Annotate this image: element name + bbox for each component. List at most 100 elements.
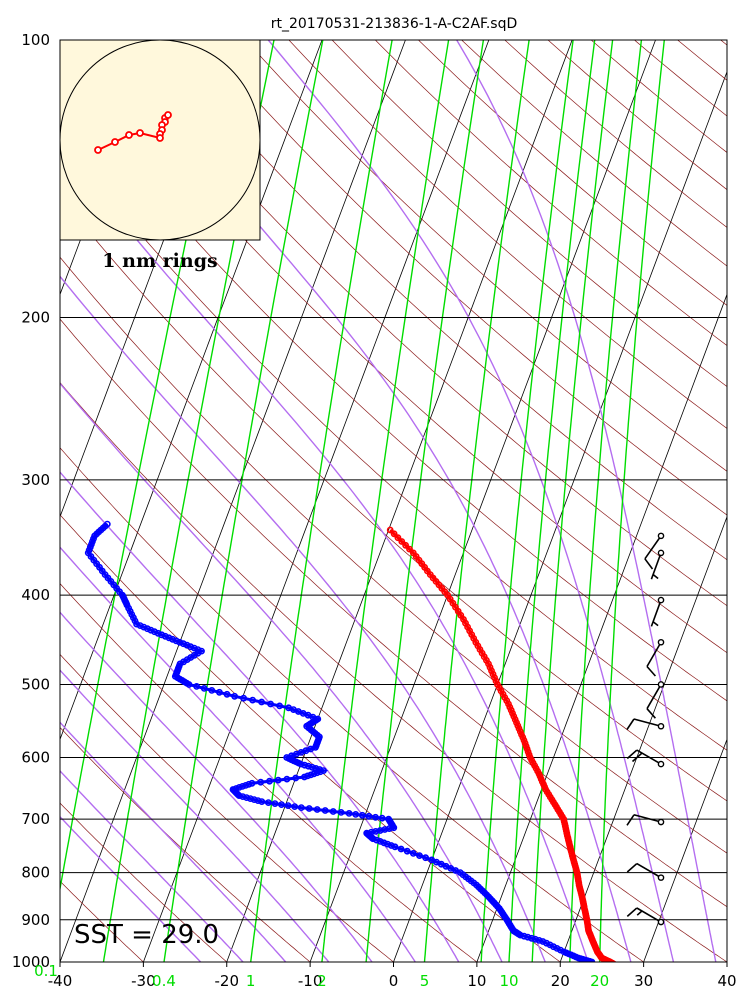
- dewpoint-point: [320, 767, 327, 774]
- dewpoint-point: [372, 813, 379, 821]
- moist-adiabat: [60, 769, 244, 962]
- moist-adiabat: [60, 815, 202, 962]
- dewpoint-point: [539, 938, 547, 945]
- dewpoint-point: [249, 696, 256, 704]
- wind-barb: [626, 814, 665, 826]
- moist-adiabat: [60, 546, 417, 962]
- hodograph-point: [136, 129, 144, 137]
- dry-adiabat: [72, 40, 727, 654]
- dewpoint-point: [310, 770, 318, 778]
- isotherm: [309, 40, 656, 962]
- dewpoint-point: [194, 646, 202, 653]
- dewpoint-point: [208, 687, 216, 694]
- mixing-ratio-line: [365, 40, 485, 962]
- wind-barb-staff: [636, 862, 662, 879]
- dry-adiabat: [60, 196, 727, 802]
- dewpoint-point: [264, 799, 272, 806]
- dewpoint-point: [535, 937, 543, 944]
- dewpoint-point: [231, 692, 238, 700]
- isotherm: [643, 738, 727, 962]
- moist-adiabat: [60, 611, 373, 962]
- dry-adiabat: [60, 137, 727, 751]
- isotherm: [393, 70, 727, 962]
- dewpoint-point: [591, 961, 593, 962]
- mixing-ratio-label: 10: [499, 972, 518, 990]
- wind-barb-station: [657, 549, 665, 557]
- dewpoint-point: [240, 694, 247, 702]
- isotherm: [60, 40, 406, 962]
- y-tick-label: 100: [21, 31, 50, 49]
- dewpoint-point: [169, 635, 176, 643]
- dry-adiabat: [288, 40, 727, 429]
- mixing-ratio-line: [163, 40, 324, 962]
- mixing-ratio-label: 5: [420, 972, 430, 990]
- mixing-ratio-line: [60, 40, 229, 893]
- isotherm: [226, 40, 573, 962]
- moist-adiabat: [104, 40, 632, 962]
- x-tick-label: -10: [298, 972, 323, 990]
- dry-adiabat: [677, 40, 727, 81]
- x-tick-label: 30: [634, 972, 653, 990]
- dewpoint-point: [352, 811, 360, 818]
- wind-barb-station: [657, 818, 665, 826]
- dewpoint-point: [190, 644, 198, 652]
- isotherm: [60, 40, 323, 741]
- x-tick-label: 0: [389, 972, 399, 990]
- dewpoint-point: [384, 840, 391, 848]
- moist-adiabat: [60, 669, 330, 962]
- dewpoint-point: [391, 843, 399, 851]
- dewpoint-point: [246, 795, 254, 802]
- wind-barb-half-flag: [652, 621, 659, 627]
- isotherm: [726, 960, 727, 962]
- dewpoint-point: [283, 775, 291, 783]
- wind-barb-flag: [646, 708, 656, 719]
- dewpoint-point: [248, 779, 256, 787]
- dewpoint-point: [304, 762, 312, 770]
- hodograph-ring: [59, 39, 261, 241]
- wind-barb-flag: [646, 665, 656, 677]
- dewpoint-point: [267, 700, 274, 708]
- x-tick-label: 10: [467, 972, 486, 990]
- dewpoint-point: [524, 933, 532, 941]
- dewpoint-point: [378, 814, 386, 822]
- mixing-ratio-label: 0.1: [34, 962, 58, 980]
- dry-adiabat: [245, 40, 727, 472]
- wind-barb-half-flag: [652, 573, 659, 580]
- wind-barb-station: [657, 596, 665, 604]
- dewpoint-point: [257, 778, 265, 786]
- dewpoint-point: [103, 520, 111, 528]
- dewpoint-point: [284, 802, 292, 809]
- temperature-point: [492, 677, 500, 685]
- hodograph-point: [125, 131, 133, 139]
- dewpoint-point: [291, 803, 299, 810]
- dewpoint-point: [358, 811, 366, 819]
- dewpoint-point: [136, 622, 144, 629]
- wind-barb: [626, 718, 665, 730]
- dewpoint-point: [198, 647, 205, 655]
- dry-adiabat: [60, 79, 727, 702]
- temperature-point: [398, 538, 406, 545]
- dewpoint-point: [242, 782, 250, 789]
- dewpoint-point: [416, 852, 423, 859]
- mixing-ratio-label: 20: [590, 972, 609, 990]
- dewpoint-point: [301, 761, 309, 769]
- mixing-ratio-label: 0.4: [152, 972, 176, 990]
- dewpoint-point: [258, 798, 266, 805]
- dewpoint-point: [380, 839, 388, 847]
- wind-barb-flag: [626, 814, 635, 826]
- dewpoint-point: [308, 763, 316, 771]
- dewpoint-point: [316, 766, 324, 773]
- mixing-ratio-line: [531, 40, 614, 962]
- dry-adiabat: [60, 514, 561, 962]
- sst-annotation: SST = 29.0: [74, 920, 219, 950]
- dewpoint-point: [376, 838, 384, 845]
- chart-title: rt_20170531-213836-1-A-C2AF.sqD: [271, 16, 518, 32]
- dewpoint-point: [305, 805, 313, 812]
- hodograph-label: 1 nm rings: [102, 250, 217, 272]
- temperature-point: [390, 530, 398, 538]
- y-tick-label: 700: [21, 810, 50, 828]
- dewpoint-point: [313, 806, 321, 813]
- temperature-point: [615, 961, 617, 962]
- dewpoint-point: [297, 804, 305, 811]
- dewpoint-point: [329, 808, 337, 815]
